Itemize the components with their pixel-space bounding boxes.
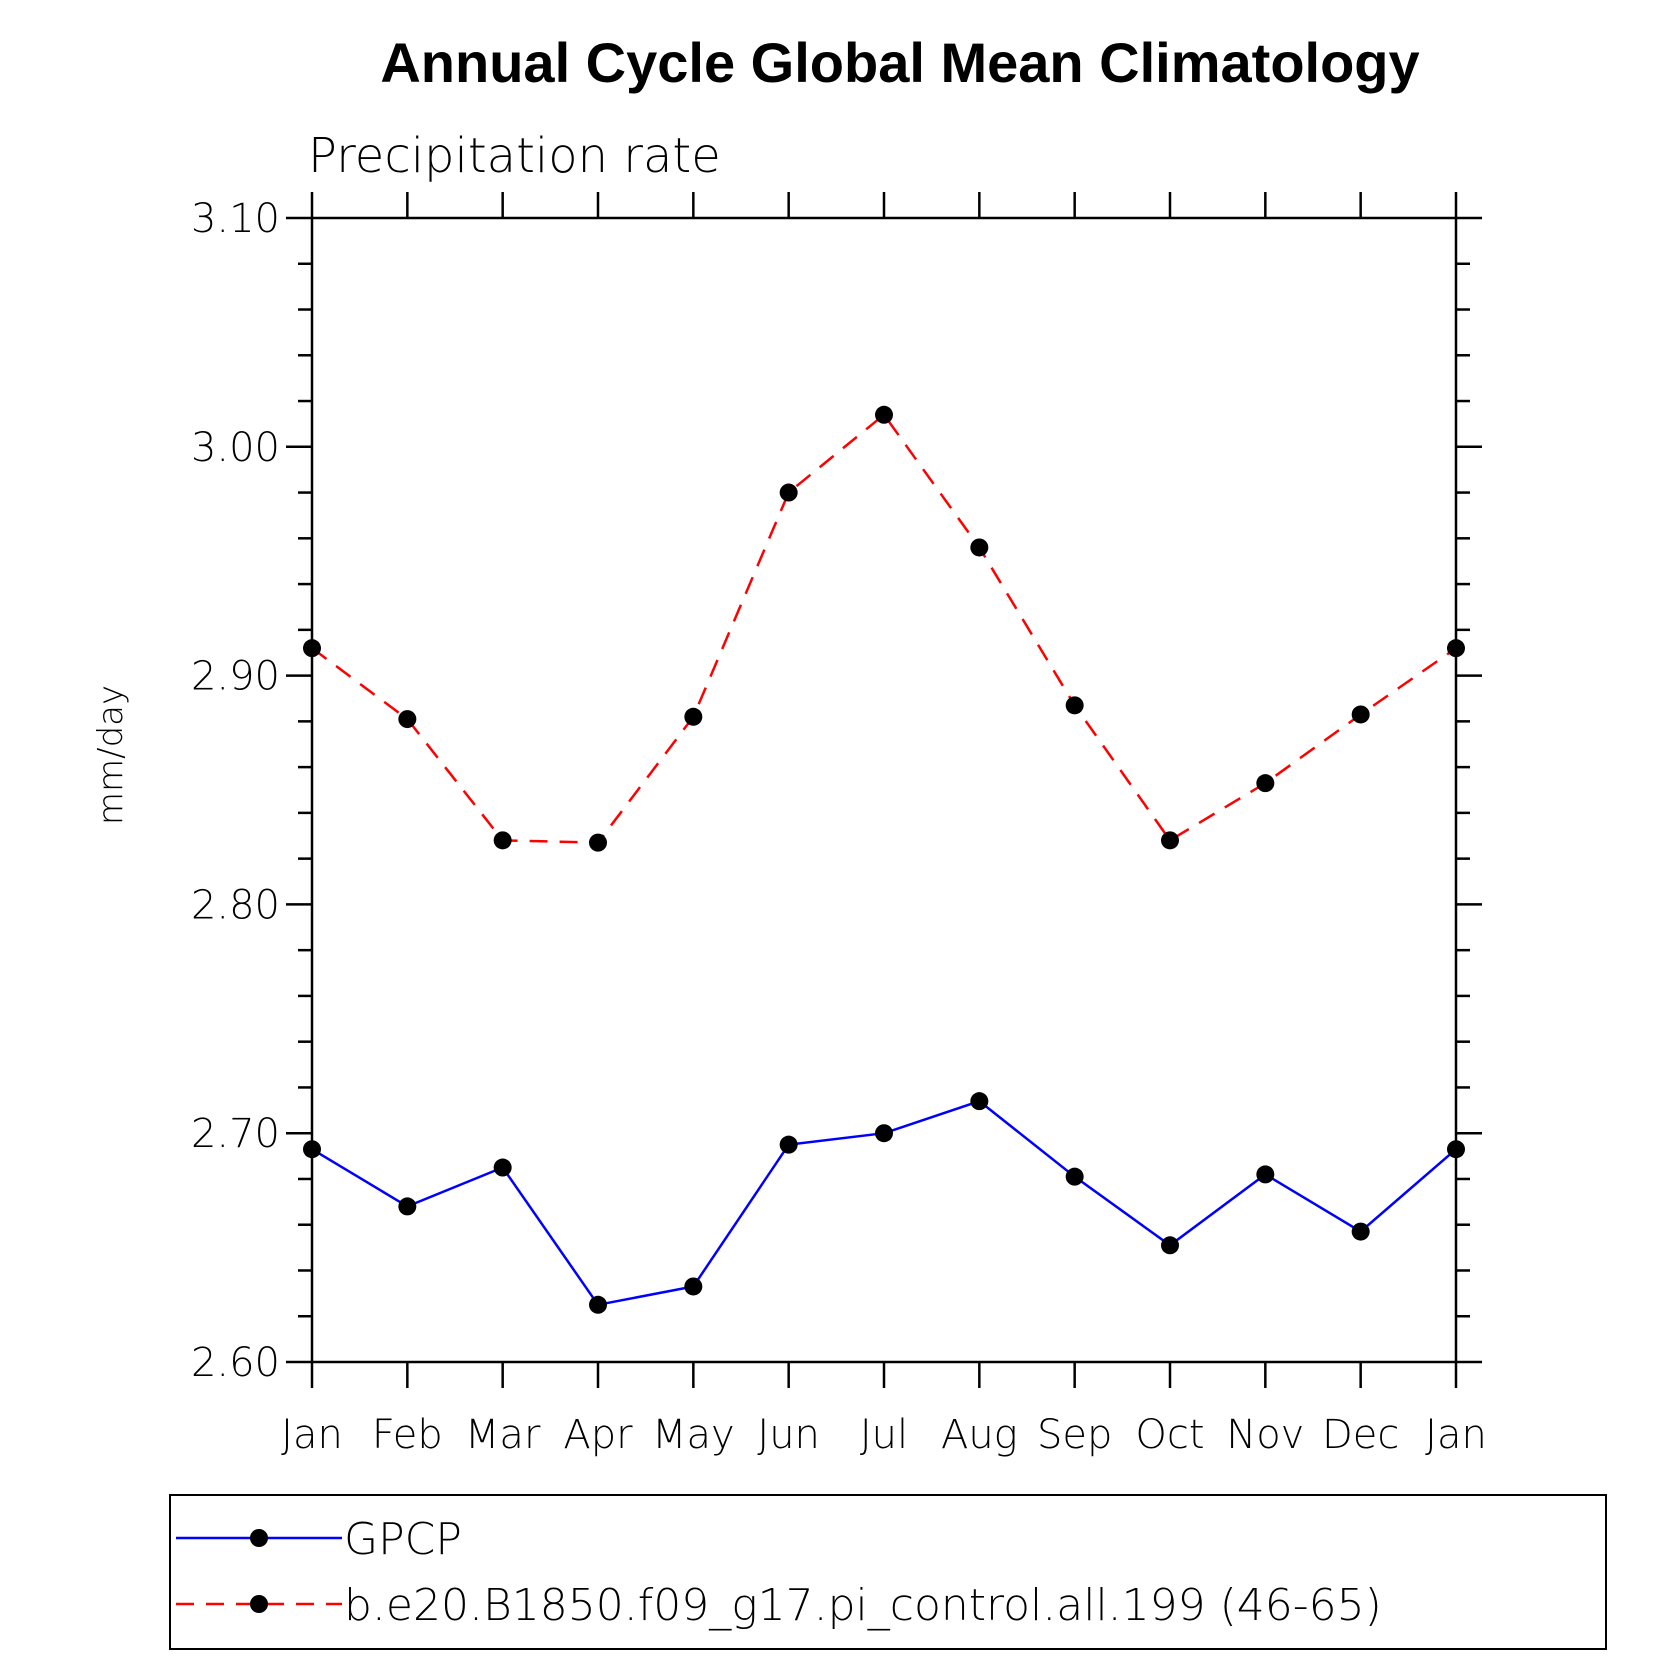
y-tick-label: 2.60 <box>191 1340 280 1386</box>
data-point <box>684 1277 703 1296</box>
data-point <box>970 538 989 557</box>
legend-label: GPCP <box>344 1514 462 1565</box>
legend-marker <box>250 1595 268 1613</box>
x-tick-label: Jul <box>860 1412 908 1458</box>
data-point <box>303 639 321 658</box>
data-point <box>398 1197 417 1216</box>
y-tick-label: 3.00 <box>191 425 280 471</box>
data-point <box>1065 696 1084 715</box>
data-point <box>1447 1140 1465 1159</box>
y-tick-label: 2.70 <box>191 1111 280 1157</box>
data-point <box>1447 639 1465 658</box>
axis-ticks: Jan Feb Mar Apr May Jun Jul Aug Sep Oct Nov Dec Jan2… <box>191 192 1487 1458</box>
data-point <box>1256 774 1275 793</box>
y-tick-label: 2.80 <box>191 882 280 928</box>
data-point <box>398 710 417 729</box>
x-tick-label: Jan <box>1425 1412 1487 1458</box>
plot-frame <box>310 216 1458 1364</box>
legend-marker <box>250 1529 268 1547</box>
data-point <box>589 1295 607 1314</box>
y-axis-label: mm/day <box>91 685 131 825</box>
series-2 <box>303 405 1465 852</box>
x-tick-label: Dec <box>1322 1412 1399 1458</box>
data-point <box>779 1135 798 1154</box>
legend-label: b.e20.B1850.f09_g17.pi_control.all.199 (… <box>344 1580 1382 1631</box>
data-point <box>1256 1165 1275 1184</box>
x-tick-label: Feb <box>372 1412 443 1458</box>
x-tick-label: Nov <box>1226 1412 1304 1458</box>
data-point <box>1161 1236 1179 1255</box>
series-layer <box>303 405 1465 1314</box>
series-1 <box>303 1092 1465 1314</box>
x-tick-label: Mar <box>465 1412 541 1458</box>
data-point <box>493 831 512 850</box>
data-point <box>1065 1167 1084 1186</box>
data-point <box>875 405 893 424</box>
x-tick-label: Jan <box>281 1412 343 1458</box>
x-tick-label: Jun <box>757 1412 820 1458</box>
plot-border <box>310 216 1458 1364</box>
data-point <box>1351 1222 1370 1241</box>
chart-subtitle: Precipitation rate <box>308 128 721 184</box>
data-point <box>1351 705 1370 724</box>
data-point <box>303 1140 321 1159</box>
data-point <box>493 1158 512 1177</box>
data-point <box>970 1092 989 1111</box>
data-point <box>779 483 798 502</box>
y-tick-label: 3.10 <box>191 196 280 242</box>
legend-box <box>169 1494 1607 1650</box>
data-point <box>589 833 607 852</box>
x-tick-label: May <box>652 1412 735 1458</box>
x-tick-label: Aug <box>941 1412 1018 1458</box>
data-point <box>1161 831 1179 850</box>
x-tick-label: Oct <box>1135 1412 1204 1458</box>
legend: GPCP b.e20.B1850.f09_g17.pi_control.all.1… <box>169 1494 1607 1650</box>
y-tick-label: 2.90 <box>191 654 280 700</box>
series-line <box>311 412 1457 844</box>
x-tick-label: Sep <box>1037 1412 1112 1458</box>
chart-title: Annual Cycle Global Mean Climatology <box>380 31 1419 94</box>
x-tick-label: Apr <box>563 1412 633 1458</box>
data-point <box>684 707 703 726</box>
data-point <box>875 1124 893 1143</box>
